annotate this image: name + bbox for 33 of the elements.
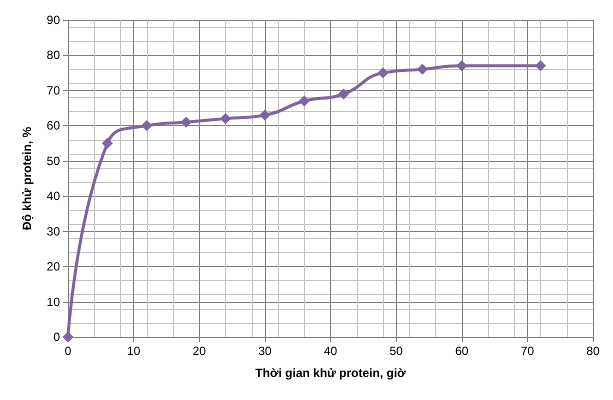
- point: [456, 60, 468, 72]
- x-tick-label: 20: [192, 344, 206, 358]
- point: [259, 110, 270, 121]
- x-tick-label: 60: [455, 344, 469, 358]
- y-tick-label: 50: [46, 154, 60, 168]
- y-axis-title: Độ khử protein, %: [20, 126, 34, 230]
- point: [378, 67, 388, 78]
- x-tick-label: 30: [258, 344, 272, 358]
- x-tick-label: 10: [126, 344, 141, 358]
- y-tick-label: 80: [46, 48, 60, 62]
- x-tick-label: 40: [324, 344, 338, 358]
- y-tick-label: 60: [46, 118, 60, 133]
- x-tick-label: 80: [586, 344, 600, 358]
- y-tick-label: 30: [46, 224, 60, 238]
- point: [220, 113, 231, 124]
- y-tick-label: 40: [46, 189, 60, 204]
- point: [102, 138, 113, 149]
- x-tick-label: 50: [389, 344, 404, 358]
- point: [338, 88, 350, 100]
- point: [180, 116, 192, 128]
- point: [298, 96, 310, 107]
- x-tick-label: 70: [520, 344, 534, 358]
- point: [62, 332, 74, 342]
- y-tick-label: 90: [46, 13, 60, 27]
- point: [416, 64, 428, 75]
- y-tick-label: 70: [46, 83, 60, 98]
- point: [535, 60, 546, 72]
- y-tick-label: 10: [46, 294, 60, 309]
- point: [141, 120, 152, 132]
- y-tick-label: 0: [53, 330, 60, 344]
- x-axis-title: Thời gian khử protein, giờ: [255, 366, 406, 380]
- y-tick-label: 20: [46, 260, 60, 274]
- x-tick-label: 0: [64, 344, 72, 358]
